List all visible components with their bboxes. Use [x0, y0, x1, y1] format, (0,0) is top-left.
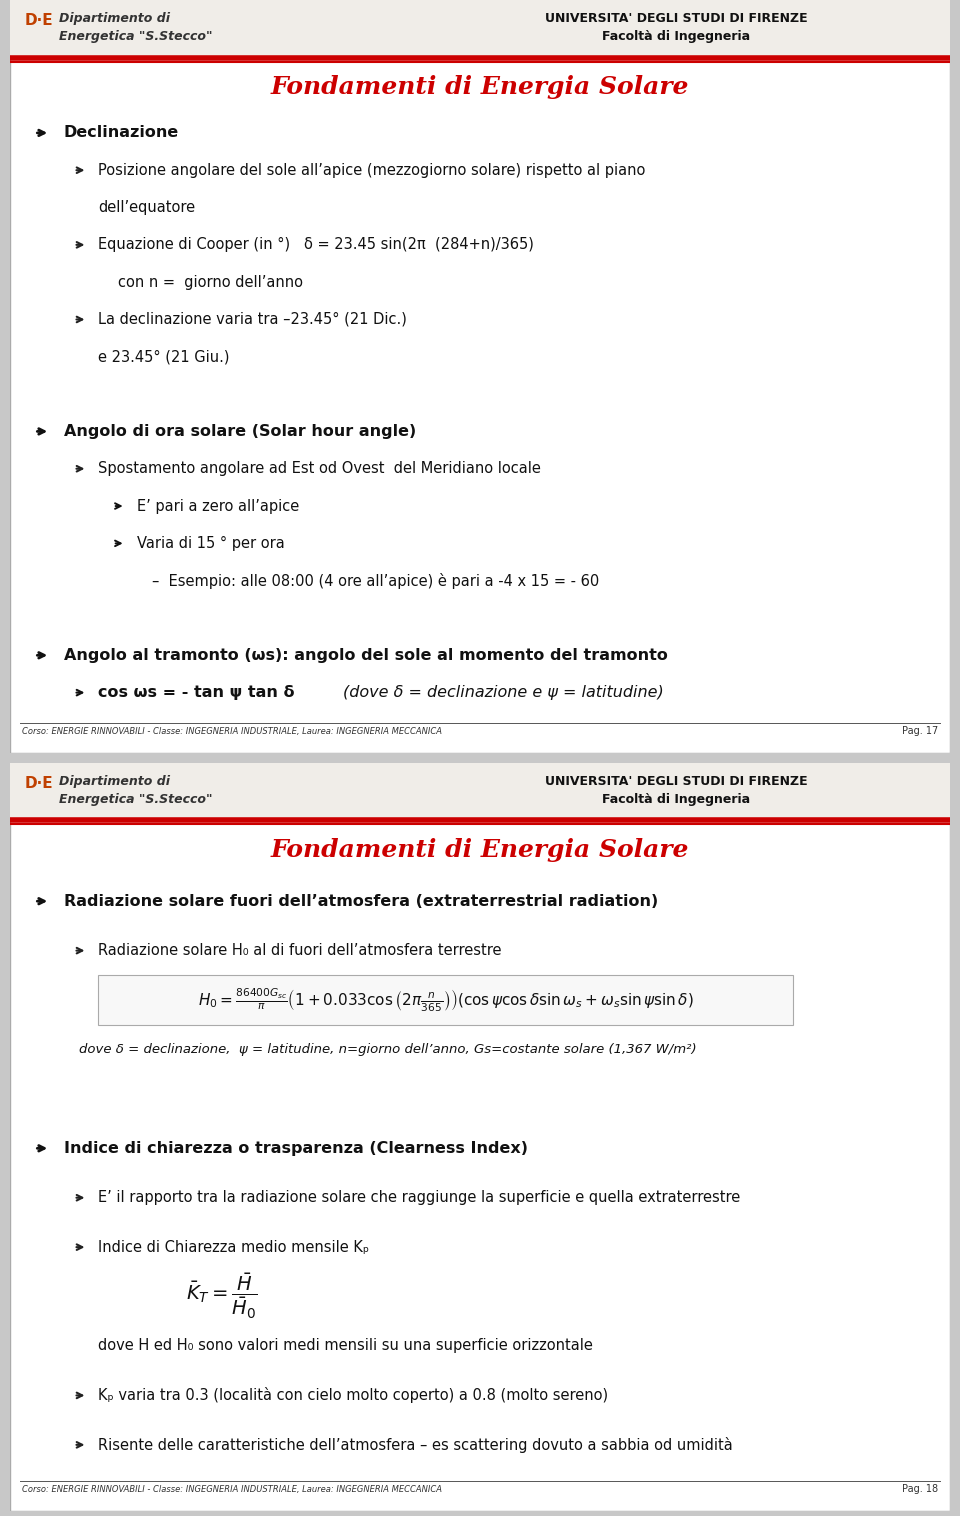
Text: Kₚ varia tra 0.3 (località con cielo molto coperto) a 0.8 (molto sereno): Kₚ varia tra 0.3 (località con cielo mol… — [98, 1387, 609, 1404]
Text: Energetica "S.Stecco": Energetica "S.Stecco" — [59, 30, 212, 44]
Text: Fondamenti di Energia Solare: Fondamenti di Energia Solare — [271, 76, 689, 100]
Text: dell’equatore: dell’equatore — [98, 200, 195, 215]
Text: Angolo al tramonto (ωs): angolo del sole al momento del tramonto: Angolo al tramonto (ωs): angolo del sole… — [64, 647, 668, 662]
Text: La declinazione varia tra –23.45° (21 Dic.): La declinazione varia tra –23.45° (21 Di… — [98, 312, 407, 327]
Text: D·E: D·E — [25, 14, 54, 29]
Text: Indice di Chiarezza medio mensile Kₚ: Indice di Chiarezza medio mensile Kₚ — [98, 1240, 370, 1255]
Text: E’ il rapporto tra la radiazione solare che raggiunge la superficie e quella ext: E’ il rapporto tra la radiazione solare … — [98, 1190, 740, 1205]
Text: Radiazione solare fuori dell’atmosfera (extraterrestrial radiation): Radiazione solare fuori dell’atmosfera (… — [64, 894, 659, 908]
Bar — [98, 975, 793, 1025]
Text: Risente delle caratteristiche dell’atmosfera – es scattering dovuto a sabbia od : Risente delle caratteristiche dell’atmos… — [98, 1437, 732, 1452]
Text: Energetica "S.Stecco": Energetica "S.Stecco" — [59, 793, 212, 807]
Text: E’ pari a zero all’apice: E’ pari a zero all’apice — [137, 499, 300, 514]
Text: Pag. 17: Pag. 17 — [902, 726, 938, 737]
Text: D·E: D·E — [25, 776, 54, 791]
Text: UNIVERSITA' DEGLI STUDI DI FIRENZE: UNIVERSITA' DEGLI STUDI DI FIRENZE — [544, 12, 807, 26]
Text: Equazione di Cooper (in °)   δ = 23.45 sin(2π  (284+n)/365): Equazione di Cooper (in °) δ = 23.45 sin… — [98, 238, 534, 252]
Text: Radiazione solare H₀ al di fuori dell’atmosfera terrestre: Radiazione solare H₀ al di fuori dell’at… — [98, 943, 502, 958]
Text: Pag. 18: Pag. 18 — [902, 1484, 938, 1495]
Bar — [10, 0, 950, 58]
Text: Indice di chiarezza o trasparenza (Clearness Index): Indice di chiarezza o trasparenza (Clear… — [64, 1142, 528, 1155]
Text: Fondamenti di Energia Solare: Fondamenti di Energia Solare — [271, 838, 689, 861]
Text: Corso: ENERGIE RINNOVABILI - Classe: INGEGNERIA INDUSTRIALE, Laurea: INGEGNERIA : Corso: ENERGIE RINNOVABILI - Classe: ING… — [22, 1484, 442, 1493]
Text: Facoltà di Ingegneria: Facoltà di Ingegneria — [602, 30, 750, 44]
Text: UNIVERSITA' DEGLI STUDI DI FIRENZE: UNIVERSITA' DEGLI STUDI DI FIRENZE — [544, 775, 807, 788]
Text: Facoltà di Ingegneria: Facoltà di Ingegneria — [602, 793, 750, 807]
Bar — [10, 763, 950, 820]
Text: Posizione angolare del sole all’apice (mezzogiorno solare) rispetto al piano: Posizione angolare del sole all’apice (m… — [98, 162, 645, 177]
Text: Dipartimento di: Dipartimento di — [59, 775, 170, 788]
Text: Spostamento angolare ad Est od Ovest  del Meridiano locale: Spostamento angolare ad Est od Ovest del… — [98, 461, 541, 476]
Text: (dove δ = declinazione e ψ = latitudine): (dove δ = declinazione e ψ = latitudine) — [343, 685, 663, 700]
Text: Declinazione: Declinazione — [64, 126, 180, 141]
Text: con n =  giorno dell’anno: con n = giorno dell’anno — [118, 274, 302, 290]
Text: cos ωs = - tan ψ tan δ: cos ωs = - tan ψ tan δ — [98, 685, 295, 700]
Text: $\bar{K}_T = \dfrac{\bar{H}}{\bar{H}_0}$: $\bar{K}_T = \dfrac{\bar{H}}{\bar{H}_0}$ — [186, 1272, 258, 1320]
Text: Corso: ENERGIE RINNOVABILI - Classe: INGEGNERIA INDUSTRIALE, Laurea: INGEGNERIA : Corso: ENERGIE RINNOVABILI - Classe: ING… — [22, 726, 442, 735]
Text: dove δ = declinazione,  ψ = latitudine, n=giorno dell’anno, Gs=costante solare (: dove δ = declinazione, ψ = latitudine, n… — [79, 1043, 696, 1057]
Text: e 23.45° (21 Giu.): e 23.45° (21 Giu.) — [98, 349, 229, 364]
Text: Angolo di ora solare (Solar hour angle): Angolo di ora solare (Solar hour angle) — [64, 424, 416, 440]
Text: dove H ed H₀ sono valori medi mensili su una superficie orizzontale: dove H ed H₀ sono valori medi mensili su… — [98, 1339, 593, 1354]
Text: Varia di 15 ° per ora: Varia di 15 ° per ora — [137, 535, 285, 550]
Text: Dipartimento di: Dipartimento di — [59, 12, 170, 26]
Text: $H_0 = \frac{86400G_{sc}}{\pi}\left(1+0.033\cos\left(2\pi\frac{n}{365}\right)\ri: $H_0 = \frac{86400G_{sc}}{\pi}\left(1+0.… — [198, 987, 694, 1014]
Text: –  Esempio: alle 08:00 (4 ore all’apice) è pari a -4 x 15 = - 60: – Esempio: alle 08:00 (4 ore all’apice) … — [152, 573, 599, 588]
